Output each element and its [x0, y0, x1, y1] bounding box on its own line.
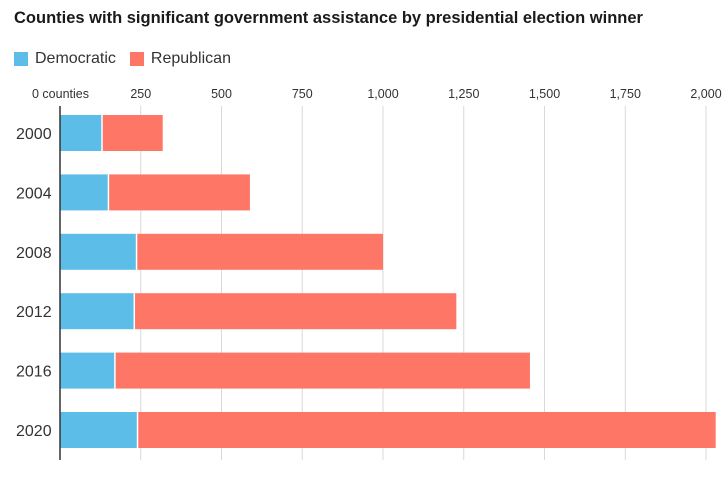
x-tick-label-750: 750 — [292, 87, 313, 101]
x-tick-label-1250: 1,250 — [448, 87, 479, 101]
legend-swatch-democratic — [14, 52, 28, 66]
bar-republican-2008 — [136, 233, 383, 270]
bar-democratic-2016 — [60, 352, 115, 389]
x-tick-label-500: 500 — [211, 87, 232, 101]
legend-label-democratic: Democratic — [35, 50, 116, 67]
bar-democratic-2004 — [60, 174, 109, 211]
chart-title: Counties with significant government ass… — [14, 9, 643, 27]
legend-item-democratic: Democratic — [14, 50, 116, 68]
bar-republican-2000 — [101, 115, 163, 151]
legend-swatch-republican — [129, 52, 144, 66]
y-tick-label-2012: 2012 — [16, 304, 52, 321]
bar-democratic-2012 — [60, 293, 135, 330]
bar-republican-2020 — [137, 412, 716, 448]
bar-democratic-2020 — [60, 412, 138, 448]
y-tick-label-2020: 2020 — [16, 423, 52, 440]
x-tick-label-1750: 1,750 — [610, 87, 641, 101]
legend-item-republican: Republican — [129, 50, 231, 68]
x-tick-label-250: 250 — [130, 87, 151, 101]
x-tick-label-1500: 1,500 — [529, 87, 560, 101]
bar-democratic-2000 — [60, 115, 102, 151]
y-tick-label-2016: 2016 — [16, 364, 52, 381]
bar-republican-2012 — [134, 293, 457, 330]
bar-republican-2016 — [114, 352, 530, 389]
y-tick-label-2000: 2000 — [16, 126, 52, 143]
y-tick-label-2004: 2004 — [16, 185, 52, 202]
x-tick-label-2000: 2,000 — [690, 87, 721, 101]
y-tick-label-2008: 2008 — [16, 245, 52, 262]
chart-legend: Democratic Republican — [14, 50, 245, 68]
bar-democratic-2008 — [60, 233, 137, 270]
bar-republican-2004 — [108, 174, 250, 211]
legend-label-republican: Republican — [150, 50, 231, 67]
x-tick-label-0: 0 counties — [32, 87, 89, 101]
x-tick-label-1000: 1,000 — [367, 87, 398, 101]
